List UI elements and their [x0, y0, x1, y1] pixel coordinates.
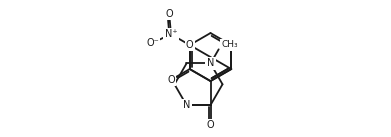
Text: N⁺: N⁺: [165, 29, 177, 39]
Text: CH₃: CH₃: [221, 40, 238, 49]
Text: O: O: [167, 75, 175, 85]
Text: O: O: [186, 40, 194, 50]
Text: O: O: [207, 121, 214, 131]
Text: N: N: [207, 58, 214, 68]
Text: N: N: [183, 100, 190, 110]
Text: O: O: [165, 9, 173, 19]
Text: O⁻: O⁻: [146, 38, 159, 48]
